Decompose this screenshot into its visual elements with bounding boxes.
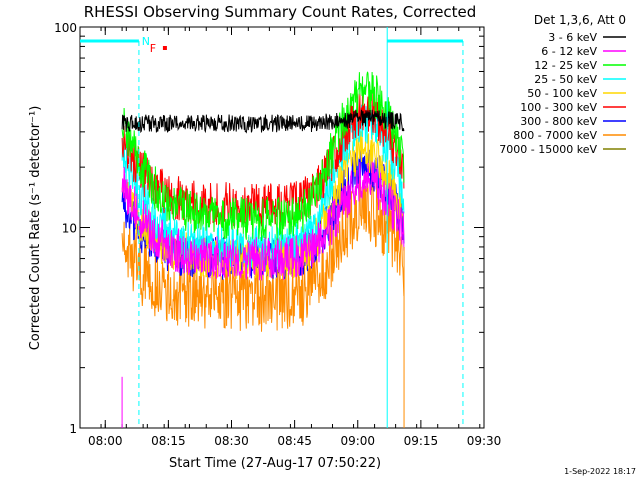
legend-label: 100 - 300 keV — [520, 101, 597, 114]
y-tick-label: 10 — [62, 222, 77, 236]
x-tick-label: 09:30 — [467, 434, 502, 448]
flag-label: F — [150, 42, 156, 55]
y-tick-label: 100 — [54, 21, 77, 35]
flag-label: N — [142, 35, 150, 48]
chart-title: RHESSI Observing Summary Count Rates, Co… — [84, 3, 477, 21]
legend-label: 3 - 6 keV — [548, 31, 597, 44]
y-axis-label: Corrected Count Rate (s⁻¹ detector⁻¹) — [28, 106, 43, 351]
x-tick-label: 08:00 — [88, 434, 123, 448]
observing-intervals: NF — [80, 27, 464, 428]
timestamp: 1-Sep-2022 18:17 — [564, 467, 636, 476]
legend-label: 25 - 50 keV — [534, 73, 597, 86]
y-tick-label: 1 — [69, 422, 77, 436]
series-3-6-kev — [121, 109, 405, 134]
legend-label: 12 - 25 keV — [534, 59, 597, 72]
x-tick-label: 08:15 — [151, 434, 186, 448]
legend-label: 6 - 12 keV — [541, 45, 597, 58]
x-tick-label: 08:30 — [214, 434, 249, 448]
legend-label: 7000 - 15000 keV — [499, 143, 597, 156]
legend-title: Det 1,3,6, Att 0 — [534, 13, 626, 27]
series-layer — [121, 71, 405, 428]
x-axis-label: Start Time (27-Aug-17 07:50:22) — [169, 456, 381, 471]
legend-label: 50 - 100 keV — [527, 87, 597, 100]
series-6-12-kev — [121, 161, 405, 281]
legend-label: 800 - 7000 keV — [513, 129, 597, 142]
x-tick-label: 09:00 — [340, 434, 375, 448]
legend-label: 300 - 800 keV — [520, 115, 597, 128]
axes: 08:00 08:15 08:30 08:45 09:00 09:15 09:30 1 10 10… — [54, 21, 501, 448]
flag-marker — [162, 46, 167, 50]
x-tick-label: 08:45 — [277, 434, 312, 448]
x-tick-label: 09:15 — [404, 434, 439, 448]
